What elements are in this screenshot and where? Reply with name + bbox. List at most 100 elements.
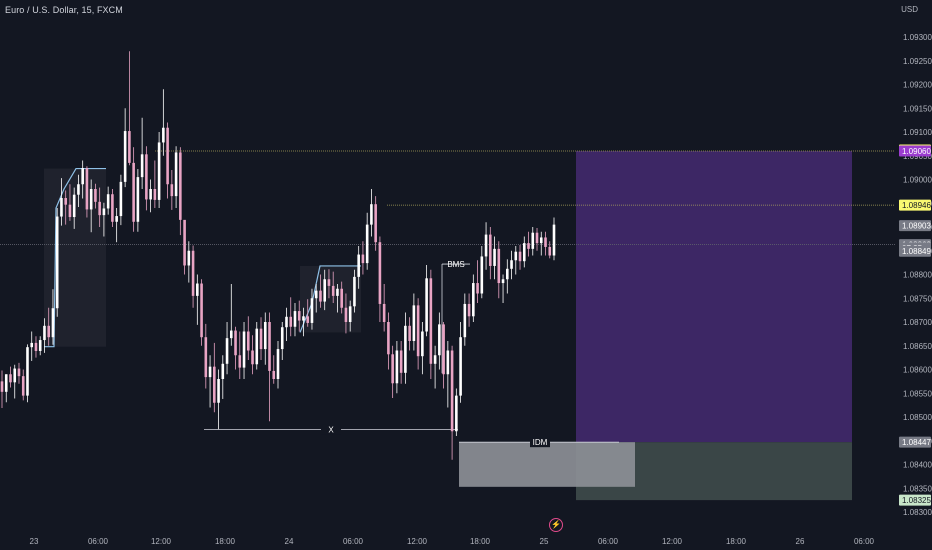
candle-body: [412, 305, 416, 341]
candle-body: [429, 278, 433, 364]
candle-body: [26, 347, 29, 396]
candle-body: [276, 349, 280, 379]
candle-body: [459, 337, 462, 396]
candle-body: [306, 316, 310, 323]
candle-body: [21, 376, 25, 396]
candle-body: [331, 285, 335, 296]
candle-body: [302, 316, 305, 321]
candle-body: [81, 168, 84, 185]
candle-body: [433, 355, 437, 364]
candle-body: [327, 279, 331, 286]
candle-body: [463, 303, 467, 338]
y-tick-label: 1.08750: [903, 294, 932, 303]
x-tick-label: 25: [540, 537, 549, 546]
candle-body: [170, 184, 174, 197]
candle-body: [234, 330, 237, 356]
candle-body: [51, 308, 55, 338]
candle-body: [374, 204, 377, 243]
candle-body: [179, 152, 182, 220]
x-tick-label: 18:00: [215, 537, 236, 546]
x-tick-label: 06:00: [88, 537, 109, 546]
candle-body: [213, 366, 216, 403]
candle-body: [225, 338, 229, 364]
price-tag: [899, 245, 931, 257]
candle-body: [106, 194, 110, 209]
candle-body: [196, 283, 199, 296]
price-tag: [899, 220, 931, 232]
candle-body: [238, 355, 242, 368]
candle-body: [123, 131, 127, 182]
candle-body: [77, 184, 80, 195]
candle-body: [272, 370, 276, 379]
candle-body: [476, 283, 479, 294]
candle-body: [153, 189, 157, 200]
candle-body: [323, 279, 327, 302]
x-tick-label: 23: [30, 537, 39, 546]
annotation-idm: IDM: [533, 438, 548, 447]
target-zone: [576, 151, 852, 443]
y-tick-label: 1.09000: [903, 176, 932, 185]
y-tick-label: 1.08350: [903, 484, 932, 493]
candle-body: [391, 354, 394, 384]
candle-body: [387, 322, 390, 355]
candle-body: [268, 322, 271, 371]
candle-body: [518, 251, 522, 262]
x-tick-label: 06:00: [598, 537, 619, 546]
candle-body: [501, 279, 505, 284]
annotation-bg: [321, 424, 341, 435]
x-tick-label: 12:00: [662, 537, 683, 546]
candle-body: [217, 379, 220, 403]
candle-body: [136, 177, 140, 222]
x-tick-label: 12:00: [151, 537, 172, 546]
candle-body: [497, 248, 501, 284]
candle-body: [251, 350, 254, 365]
candle-body: [47, 325, 51, 338]
candle-body: [514, 251, 518, 261]
x-tick-label: 18:00: [470, 537, 491, 546]
candle-body: [348, 306, 352, 322]
candle-body: [280, 327, 284, 350]
candle-body: [493, 248, 496, 266]
candle-body: [293, 311, 297, 327]
candle-body: [145, 154, 148, 200]
x-tick-label: 18:00: [726, 537, 747, 546]
candle-body: [255, 328, 259, 365]
candle-body: [416, 305, 420, 357]
candle-body: [17, 368, 21, 377]
price-tag: [899, 145, 931, 157]
chart-title: Euro / U.S. Dollar, 15, FXCM: [5, 5, 123, 15]
candle-body: [527, 243, 530, 249]
candle-body: [522, 243, 526, 262]
candle-body: [200, 283, 203, 338]
candle-body: [446, 350, 450, 375]
y-tick-label: 1.08700: [903, 318, 932, 327]
x-tick-label: 06:00: [854, 537, 875, 546]
bolt-icon[interactable]: ⚡: [549, 518, 563, 532]
candle-body: [484, 234, 488, 257]
candle-body: [399, 350, 403, 373]
candle-body: [43, 325, 46, 341]
y-tick-label: 1.08650: [903, 342, 932, 351]
candle-body: [289, 316, 293, 327]
candle-body: [319, 290, 322, 302]
candle-body: [395, 350, 399, 384]
candle-body: [166, 127, 169, 185]
candle-body: [0, 381, 4, 392]
candle-body: [242, 331, 246, 368]
candle-body: [221, 363, 225, 379]
candle-body: [344, 307, 348, 322]
candle-body: [187, 250, 191, 266]
candle-body: [94, 189, 97, 202]
candle-body: [357, 254, 360, 277]
candle-body: [480, 256, 484, 294]
annotation-bg: [530, 437, 550, 448]
candle-body: [548, 246, 552, 256]
candle-body: [442, 324, 445, 375]
currency-label: USD: [901, 5, 918, 14]
candle-body: [183, 219, 186, 266]
price-tag-label: 1.08447: [902, 438, 931, 447]
candle-body: [361, 254, 365, 264]
candle-body: [115, 216, 118, 222]
